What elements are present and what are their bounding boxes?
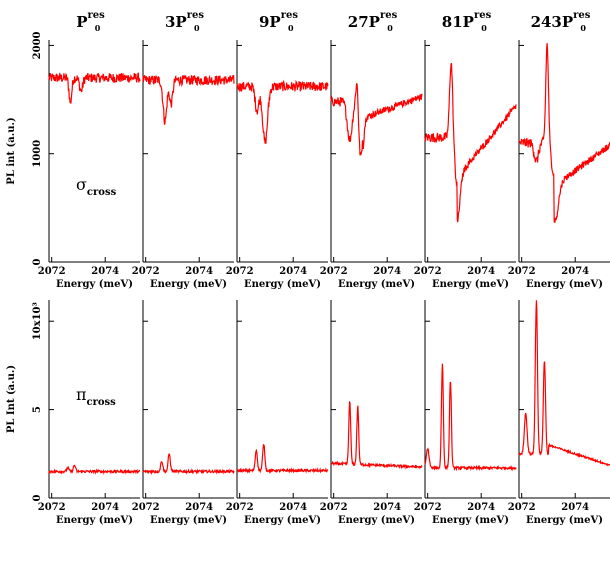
spectrum-line bbox=[330, 400, 423, 470]
spectrum-line bbox=[48, 72, 141, 104]
x-axis-label: Energy (meV) bbox=[432, 279, 509, 290]
x-tick-label: 2072 bbox=[508, 266, 536, 277]
spectrum-line bbox=[518, 43, 610, 223]
x-tick-label: 2072 bbox=[38, 266, 66, 277]
spectrum-line bbox=[236, 79, 329, 144]
x-tick-label: 2072 bbox=[414, 502, 442, 513]
x-tick-label: 2074 bbox=[91, 266, 119, 277]
spectrum-line bbox=[48, 464, 141, 476]
pi-cross-row: PL Int (a.u.) 0 5 10x10³ 2072 2074 Energy (meV… bbox=[6, 300, 610, 526]
x-axis-label: Energy (meV) bbox=[56, 515, 133, 526]
panel-1-4: 2072 2074 Energy (meV) bbox=[320, 40, 423, 290]
panel-title: 81Pres 0 bbox=[442, 10, 492, 33]
x-tick-label: 2072 bbox=[132, 266, 160, 277]
panel-title: 9Pres 0 bbox=[259, 10, 298, 33]
sigma-cross-row: PL int (a.u.) 0 1000 2000 2072 2074 Energy (me… bbox=[6, 31, 610, 290]
panel-2-5: 2072 2074 Energy (meV) bbox=[414, 300, 517, 526]
y-tick-label: 0 bbox=[32, 494, 43, 501]
spectrum-line bbox=[142, 74, 235, 125]
x-tick-label: 2072 bbox=[132, 502, 160, 513]
x-tick-label: 2074 bbox=[561, 502, 589, 513]
x-tick-label: 2072 bbox=[226, 502, 254, 513]
y-tick-label: 5 bbox=[32, 406, 43, 413]
panel-1-6: 2072 2074 Energy (meV) bbox=[508, 40, 610, 290]
spectrum-line bbox=[518, 300, 610, 467]
panel-title: Pres 0 bbox=[76, 10, 105, 33]
x-tick-label: 2074 bbox=[373, 502, 401, 513]
panel-2-2: 2072 2074 Energy (meV) bbox=[132, 300, 235, 526]
x-axis-label: Energy (meV) bbox=[244, 279, 321, 290]
y-tick-label: 2000 bbox=[32, 31, 43, 59]
x-tick-label: 2072 bbox=[38, 502, 66, 513]
x-axis-label: Energy (meV) bbox=[432, 515, 509, 526]
x-tick-label: 2074 bbox=[467, 502, 495, 513]
panel-2-1: 2072 2074 Energy (meV) bbox=[38, 300, 141, 526]
panel-1-1: 2072 2074 Energy (meV) bbox=[38, 40, 141, 290]
spectrum-line bbox=[236, 444, 329, 475]
x-tick-label: 2074 bbox=[467, 266, 495, 277]
panel-title: 27Pres 0 bbox=[348, 10, 398, 33]
spectrum-line bbox=[142, 452, 235, 476]
x-tick-label: 2074 bbox=[373, 266, 401, 277]
x-tick-label: 2074 bbox=[185, 502, 213, 513]
x-tick-label: 2074 bbox=[185, 266, 213, 277]
panel-1-3: 2072 2074 Energy (meV) bbox=[226, 40, 329, 290]
panel-1-2: 2072 2074 Energy (meV) bbox=[132, 40, 235, 290]
x-tick-label: 2074 bbox=[279, 502, 307, 513]
panel-2-4: 2072 2074 Energy (meV) bbox=[320, 300, 423, 526]
x-axis-label: Energy (meV) bbox=[526, 515, 603, 526]
x-axis-label: Energy (meV) bbox=[150, 279, 227, 290]
panel-title: 243Pres 0 bbox=[531, 10, 591, 33]
row-annotation: πcross bbox=[76, 385, 116, 408]
spectrum-line bbox=[330, 83, 423, 156]
x-axis-label: Energy (meV) bbox=[56, 279, 133, 290]
x-tick-label: 2072 bbox=[320, 502, 348, 513]
x-axis-label: Energy (meV) bbox=[338, 279, 415, 290]
panel-2-3: 2072 2074 Energy (meV) bbox=[226, 300, 329, 526]
y-tick-label: 10x10³ bbox=[32, 302, 43, 340]
x-tick-label: 2072 bbox=[508, 502, 536, 513]
y-tick-label: 1000 bbox=[32, 140, 43, 168]
x-tick-label: 2074 bbox=[561, 266, 589, 277]
y-axis-label-row1: PL int (a.u.) bbox=[6, 117, 17, 184]
spectrum-line bbox=[424, 363, 517, 472]
x-tick-label: 2074 bbox=[91, 502, 119, 513]
x-axis-label: Energy (meV) bbox=[244, 515, 321, 526]
y-tick-label: 0 bbox=[32, 258, 43, 265]
x-axis-label: Energy (meV) bbox=[150, 515, 227, 526]
spectrum-line bbox=[424, 62, 517, 223]
x-axis-label: Energy (meV) bbox=[526, 279, 603, 290]
row-annotation: σcross bbox=[76, 175, 117, 198]
x-tick-label: 2074 bbox=[279, 266, 307, 277]
x-axis-label: Energy (meV) bbox=[338, 515, 415, 526]
panel-2-6: 2072 2074 Energy (meV) bbox=[508, 300, 610, 526]
x-tick-label: 2072 bbox=[414, 266, 442, 277]
panel-title: 3Pres 0 bbox=[165, 10, 204, 33]
y-axis-label-row2: PL Int (a.u.) bbox=[6, 365, 17, 433]
panel-1-5: 2072 2074 Energy (meV) bbox=[414, 40, 517, 290]
panel-titles: Pres 0 3Pres 0 9Pres 0 27Pres 0 81Pres 0 243Pres 0 bbox=[76, 10, 591, 33]
x-tick-label: 2072 bbox=[226, 266, 254, 277]
x-tick-label: 2072 bbox=[320, 266, 348, 277]
